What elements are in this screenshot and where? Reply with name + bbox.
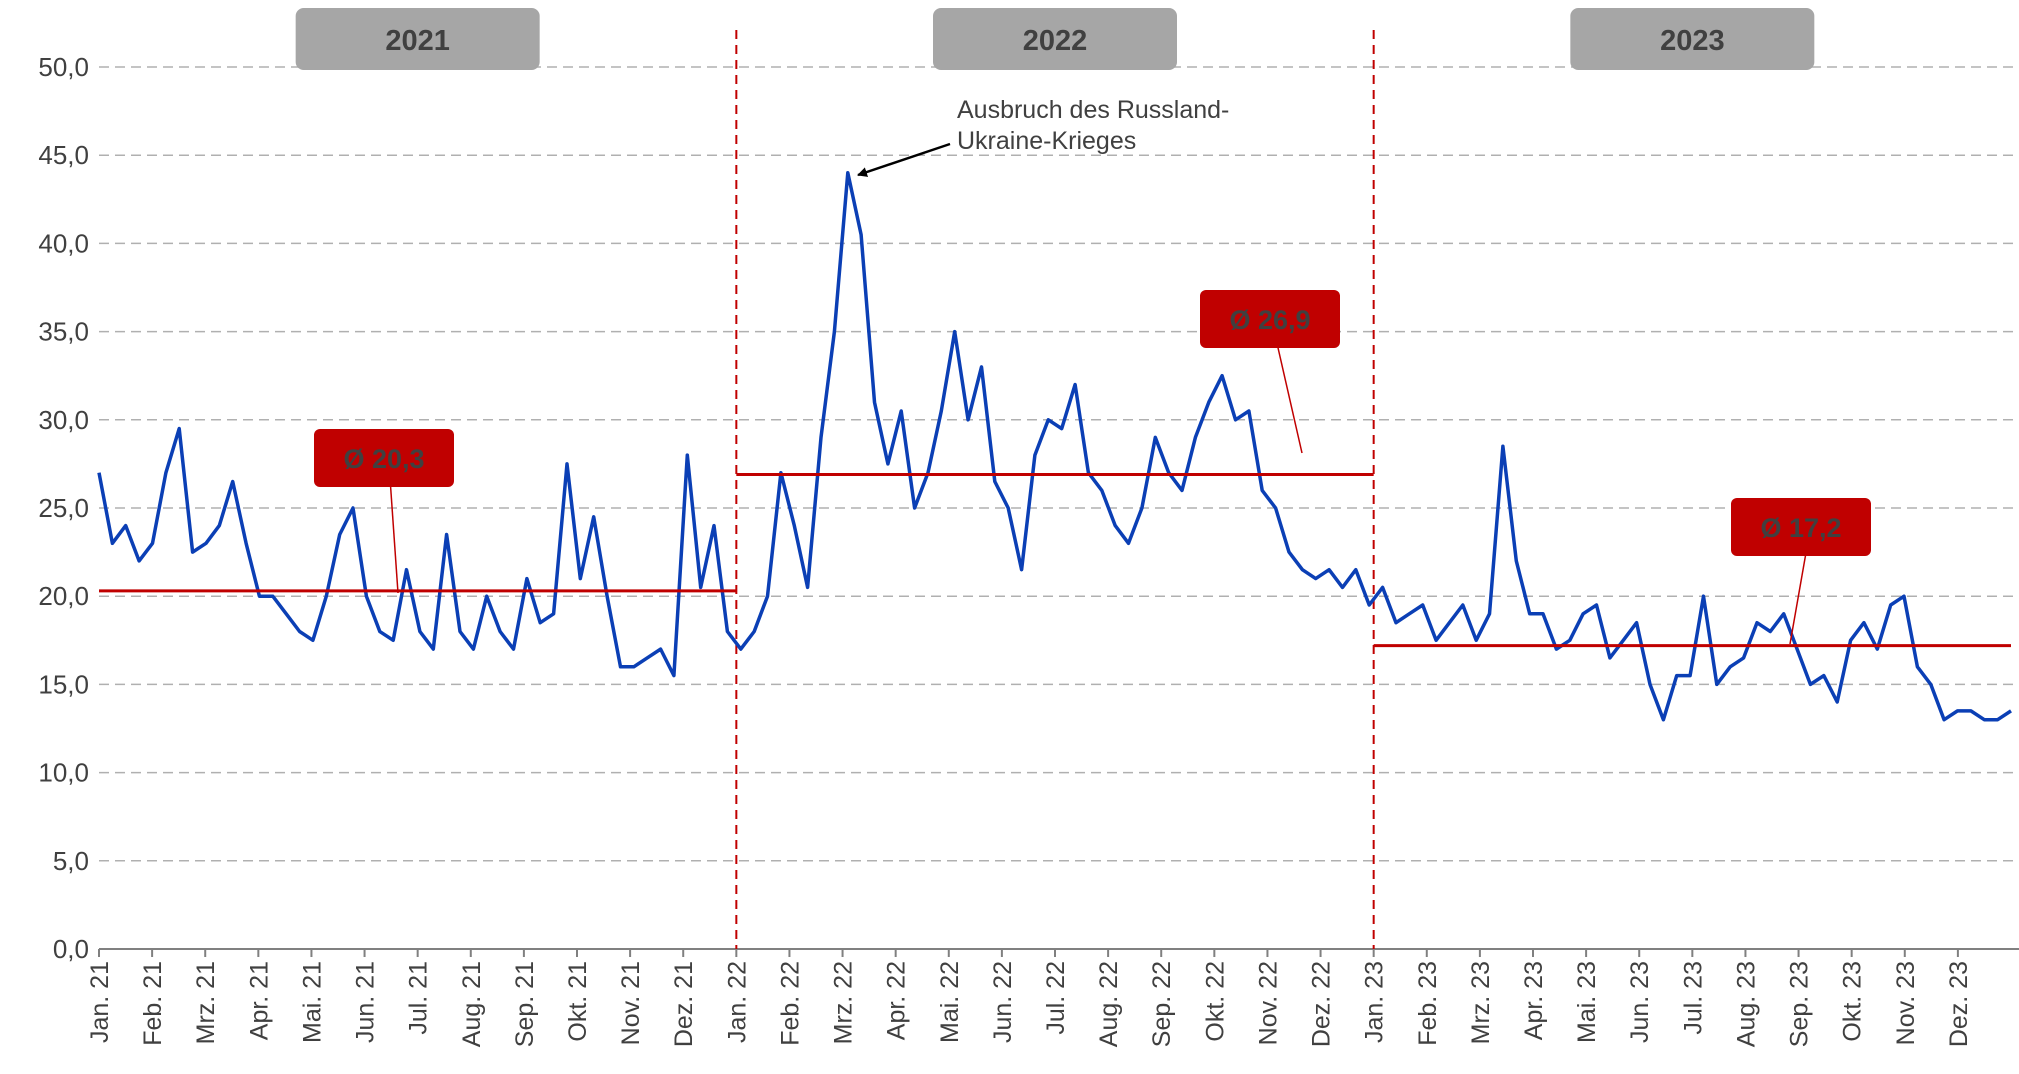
x-tick-label: Jan. 23 (1361, 961, 1389, 1043)
y-tick-label: 40,0 (38, 228, 89, 258)
x-tick-label: Mrz. 22 (830, 961, 858, 1044)
x-tick-label: Nov. 21 (617, 961, 645, 1045)
x-tick-label: Apr. 21 (245, 961, 273, 1040)
callout-box (1731, 498, 1871, 556)
x-tick-label: Okt. 23 (1839, 961, 1867, 1042)
year-box (933, 8, 1177, 70)
x-tick-label: Feb. 21 (139, 961, 167, 1046)
callout-box (1200, 290, 1340, 348)
year-label: 2021 (385, 25, 450, 57)
x-tick-label: Dez. 23 (1945, 961, 1973, 1047)
x-tick-label: Mai. 23 (1573, 961, 1601, 1043)
x-tick-label: Dez. 22 (1308, 961, 1336, 1047)
x-tick-label: Feb. 22 (776, 961, 804, 1046)
x-tick-label: Aug. 23 (1732, 961, 1760, 1047)
x-tick-label: Apr. 23 (1520, 961, 1548, 1040)
x-tick-label: Jan. 21 (86, 961, 114, 1043)
y-tick-label: 15,0 (38, 669, 89, 699)
x-tick-label: Okt. 21 (564, 961, 592, 1042)
x-tick-label: Sep. 22 (1148, 961, 1176, 1047)
callout-leader (1789, 546, 1808, 645)
y-tick-label: 35,0 (38, 317, 89, 347)
year-box (1570, 8, 1815, 70)
x-tick-label: Okt. 22 (1201, 961, 1229, 1042)
y-tick-label: 50,0 (38, 52, 89, 82)
x-tick-label: Aug. 22 (1095, 961, 1123, 1047)
callout-leader (389, 477, 399, 594)
year-box (295, 8, 540, 70)
y-tick-label: 5,0 (53, 846, 89, 876)
x-tick-label: Aug. 21 (458, 961, 486, 1047)
x-tick-label: Jan. 22 (723, 961, 751, 1043)
year-label: 2022 (1023, 25, 1088, 57)
x-tick-label: Mrz. 23 (1467, 961, 1495, 1044)
x-tick-label: Sep. 23 (1786, 961, 1814, 1047)
line-series (97, 171, 2012, 722)
x-tick-label: Mrz. 21 (192, 961, 220, 1044)
y-tick-label: 25,0 (38, 493, 89, 523)
annotation: Ausbruch des Russland-Ukraine-Krieges (957, 96, 1229, 155)
x-tick-label: Jul. 21 (405, 961, 433, 1035)
year-label: 2023 (1660, 25, 1725, 57)
average-label: Ø 26,9 (1229, 305, 1310, 335)
callout-leader (1275, 338, 1303, 454)
y-tick-label: 20,0 (38, 581, 89, 611)
annotation-arrow (857, 142, 951, 177)
y-tick-label: 45,0 (38, 140, 89, 170)
x-tick-label: Nov. 23 (1892, 961, 1920, 1045)
average-label: Ø 17,2 (1760, 513, 1841, 543)
x-tick-label: Jun. 23 (1626, 961, 1654, 1043)
average-label: Ø 20,3 (343, 444, 424, 474)
y-tick-label: 0,0 (53, 934, 89, 964)
callout-box (314, 429, 454, 487)
x-tick-label: Jul. 23 (1679, 961, 1707, 1035)
y-tick-label: 30,0 (38, 405, 89, 435)
x-tick-label: Dez. 21 (670, 961, 698, 1047)
x-tick-label: Feb. 23 (1414, 961, 1442, 1046)
y-tick-label: 10,0 (38, 758, 89, 788)
x-tick-label: Jun. 22 (989, 961, 1017, 1043)
x-tick-label: Nov. 22 (1254, 961, 1282, 1045)
x-tick-label: Jun. 21 (352, 961, 380, 1043)
x-tick-label: Mai. 21 (298, 961, 326, 1043)
x-tick-label: Jul. 22 (1042, 961, 1070, 1035)
x-tick-label: Sep. 21 (511, 961, 539, 1047)
x-tick-label: Apr. 22 (883, 961, 911, 1040)
x-tick-label: Mai. 22 (936, 961, 964, 1043)
